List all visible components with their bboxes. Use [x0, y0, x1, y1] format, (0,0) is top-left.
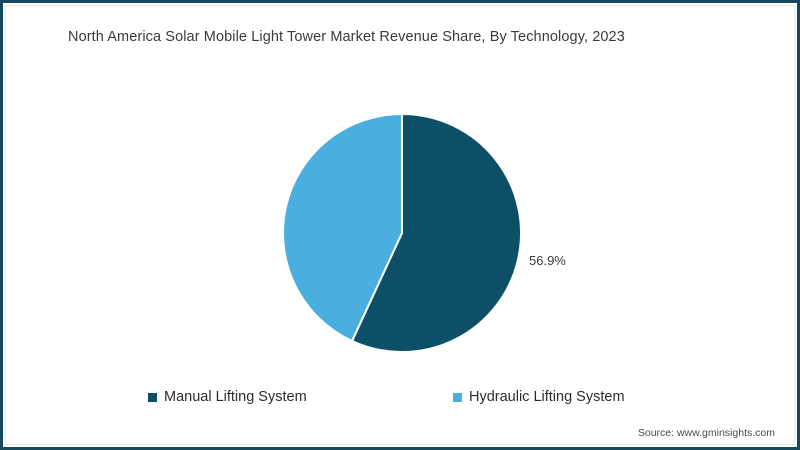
pie-slice[interactable]: [350, 112, 522, 353]
chart-legend: Manual Lifting System Hydraulic Lifting …: [0, 386, 800, 408]
pie-chart-svg: [282, 112, 522, 353]
legend-swatch-icon: [453, 392, 462, 402]
page-title: North America Solar Mobile Light Tower M…: [68, 29, 625, 45]
legend-item-manual-lifting-system[interactable]: Manual Lifting System: [148, 386, 307, 408]
pie-slice-value-label: 56.9%: [529, 253, 566, 268]
legend-item-label: Hydraulic Lifting System: [469, 388, 625, 405]
pie-chart: [282, 112, 522, 353]
pie-slice[interactable]: [282, 112, 403, 343]
legend-item-hydraulic-lifting-system[interactable]: Hydraulic Lifting System: [453, 386, 625, 408]
legend-item-label: Manual Lifting System: [164, 388, 307, 405]
source-attribution: Source: www.gminsights.com: [637, 427, 775, 439]
legend-swatch-icon: [148, 392, 157, 402]
